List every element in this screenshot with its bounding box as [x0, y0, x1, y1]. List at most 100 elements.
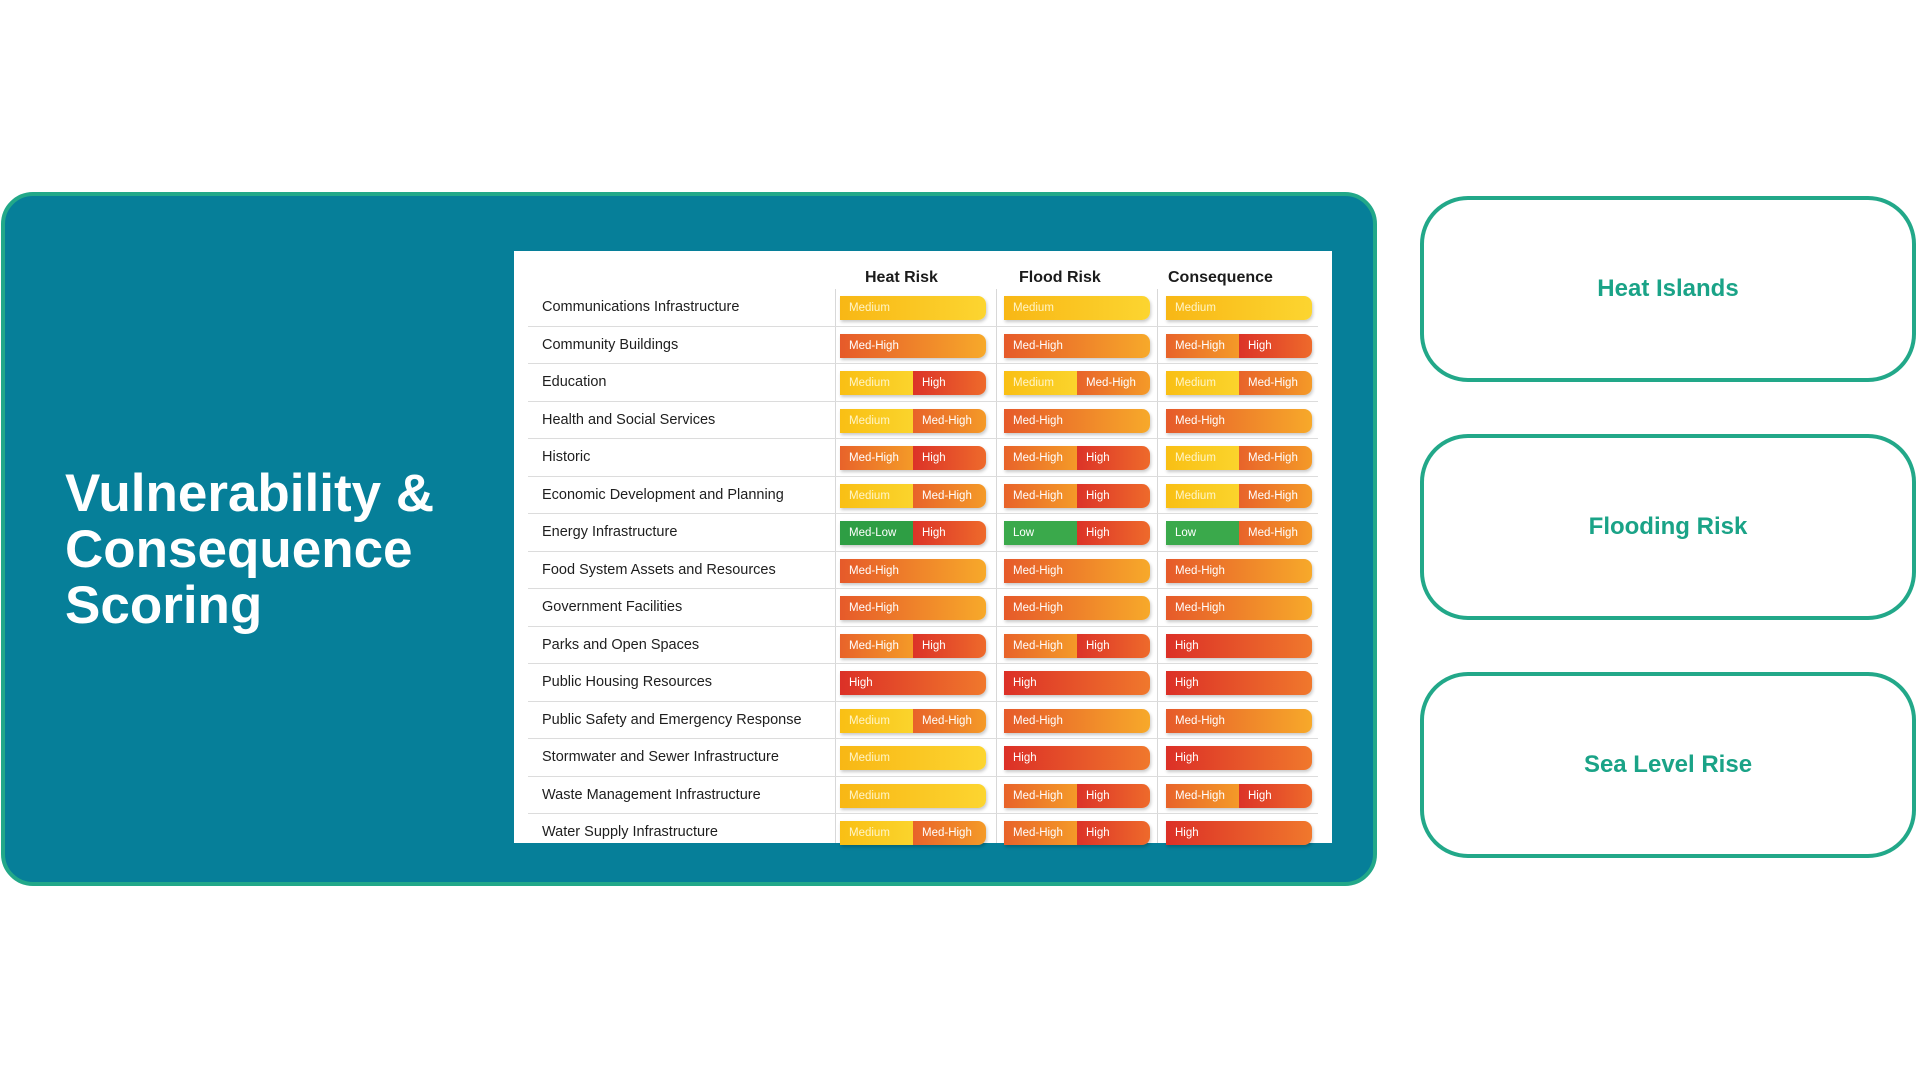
column-divider	[1157, 289, 1158, 843]
flood-risk-rating: High	[1004, 746, 1150, 770]
rating-segment: High	[1166, 671, 1312, 695]
consequence-rating: Medium	[1166, 296, 1312, 320]
flood-risk-rating: High	[1004, 671, 1150, 695]
table-row: Communications Infrastructure Medium Mediu…	[528, 289, 1318, 327]
flood-risk-rating: Medium	[1004, 296, 1150, 320]
rating-segment: Medium	[840, 296, 986, 320]
heat-risk-rating: Medium Med-High	[840, 483, 986, 508]
consequence-rating: Medium Med-High	[1166, 446, 1312, 470]
sea-level-rise-card[interactable]: Sea Level Rise	[1420, 672, 1916, 858]
heat-risk-rating: Medium Med-High	[840, 408, 986, 433]
rating-segment: High	[1166, 746, 1312, 770]
heat-risk-rating: Medium Med-High	[840, 821, 986, 845]
row-label: Stormwater and Sewer Infrastructure	[542, 749, 779, 765]
rating-segment: Med-High	[1004, 821, 1077, 845]
rating-segment: Med-Low	[840, 521, 913, 545]
panel-title: Vulnerability & Consequence Scoring	[65, 464, 435, 635]
rating-segment: Med-High	[1166, 596, 1312, 620]
rating-segment: High	[1077, 483, 1150, 508]
flood-risk-rating: Med-High	[1004, 408, 1150, 433]
flooding-risk-label: Flooding Risk	[1588, 513, 1748, 540]
rating-segment: High	[1004, 671, 1150, 695]
rating-segment: Low	[1004, 521, 1077, 545]
table-row: Education Medium High Medium Med-High Medium M…	[528, 364, 1318, 402]
rating-segment: High	[1077, 446, 1150, 470]
column-divider	[996, 289, 997, 843]
heat-risk-rating: Medium	[840, 296, 986, 320]
rating-segment: High	[1166, 821, 1312, 845]
rating-segment: Medium	[1166, 446, 1239, 470]
rating-segment: High	[1166, 633, 1312, 658]
rating-segment: Med-High	[913, 708, 986, 733]
consequence-rating: Med-High High	[1166, 333, 1312, 358]
rating-segment: Med-High	[913, 821, 986, 845]
table-row: Economic Development and Planning Medium M…	[528, 477, 1318, 514]
rating-segment: Low	[1166, 521, 1239, 545]
heat-risk-rating: Med-High	[840, 333, 986, 358]
consequence-rating: Low Med-High	[1166, 521, 1312, 545]
column-header-flood-risk: Flood Risk	[1019, 269, 1101, 286]
row-label: Community Buildings	[542, 336, 679, 353]
rating-segment: High	[1077, 633, 1150, 658]
rating-segment: High	[913, 446, 986, 470]
rating-segment: Medium	[1166, 483, 1239, 508]
table-row: Community Buildings Med-High Med-High Med-H…	[528, 327, 1318, 364]
rating-segment: High	[1077, 821, 1150, 845]
row-label: Economic Development and Planning	[542, 486, 784, 503]
flooding-risk-card[interactable]: Flooding Risk	[1420, 434, 1916, 620]
column-header-consequence: Consequence	[1168, 269, 1273, 286]
rating-segment: Med-High	[1004, 333, 1150, 358]
consequence-rating: High	[1166, 821, 1312, 845]
rating-segment: Medium	[1004, 296, 1150, 320]
rating-segment: Med-High	[840, 333, 986, 358]
rating-segment: Medium	[840, 371, 913, 395]
rating-segment: High	[913, 521, 986, 545]
rating-segment: Medium	[1004, 371, 1077, 395]
flood-risk-rating: Med-High	[1004, 596, 1150, 620]
table-row: Waste Management Infrastructure Medium Med…	[528, 777, 1318, 814]
consequence-rating: High	[1166, 671, 1312, 695]
rating-segment: High	[913, 371, 986, 395]
row-label: Historic	[542, 449, 591, 465]
rating-segment: Med-High	[1166, 783, 1239, 808]
rating-segment: Med-High	[1004, 596, 1150, 620]
consequence-rating: High	[1166, 633, 1312, 658]
rating-segment: Medium	[1166, 296, 1312, 320]
rating-segment: Med-High	[1004, 708, 1150, 733]
rating-segment: Med-High	[840, 596, 986, 620]
rating-segment: Med-High	[1166, 408, 1312, 433]
rating-segment: Med-High	[1004, 408, 1150, 433]
consequence-rating: Medium Med-High	[1166, 483, 1312, 508]
flood-risk-rating: Med-High High	[1004, 783, 1150, 808]
consequence-rating: Med-High	[1166, 596, 1312, 620]
heat-risk-rating: Medium Med-High	[840, 708, 986, 733]
row-label: Public Housing Resources	[542, 674, 713, 690]
rating-segment: Med-High	[840, 633, 913, 658]
row-label: Water Supply Infrastructure	[542, 824, 718, 840]
flood-risk-rating: Med-High	[1004, 708, 1150, 733]
rating-segment: High	[1077, 521, 1150, 545]
table-row: Health and Social Services Medium Med-High…	[528, 402, 1318, 439]
row-label: Education	[542, 374, 607, 390]
heat-risk-rating: Med-High	[840, 596, 986, 620]
table-row: Public Housing Resources High High High	[528, 664, 1318, 702]
sea-level-rise-label: Sea Level Rise	[1583, 751, 1753, 778]
rating-segment: High	[1004, 746, 1150, 770]
rating-segment: Med-High	[1004, 483, 1077, 508]
consequence-rating: Medium Med-High	[1166, 371, 1312, 395]
table-row: Public Safety and Emergency Response Medi…	[528, 702, 1318, 739]
flood-risk-rating: Medium Med-High	[1004, 371, 1150, 395]
rating-segment: Med-High	[1166, 333, 1239, 358]
rating-segment: Med-High	[1004, 558, 1150, 583]
heat-risk-rating: Medium	[840, 746, 986, 770]
rating-segment: Med-High	[1239, 521, 1312, 545]
heat-islands-card[interactable]: Heat Islands	[1420, 196, 1916, 382]
table-row: Water Supply Infrastructure Medium Med-Hig…	[528, 814, 1318, 852]
rating-segment: High	[840, 671, 986, 695]
table-row: Parks and Open Spaces Med-High High Med-Hig…	[528, 627, 1318, 664]
main-panel: Vulnerability & Consequence Scoring Heat…	[1, 192, 1377, 886]
row-label: Public Safety and Emergency Response	[542, 711, 802, 728]
flood-risk-rating: Med-High High	[1004, 483, 1150, 508]
rating-segment: Med-High	[913, 408, 986, 433]
table-row: Stormwater and Sewer Infrastructure Mediu…	[528, 739, 1318, 777]
